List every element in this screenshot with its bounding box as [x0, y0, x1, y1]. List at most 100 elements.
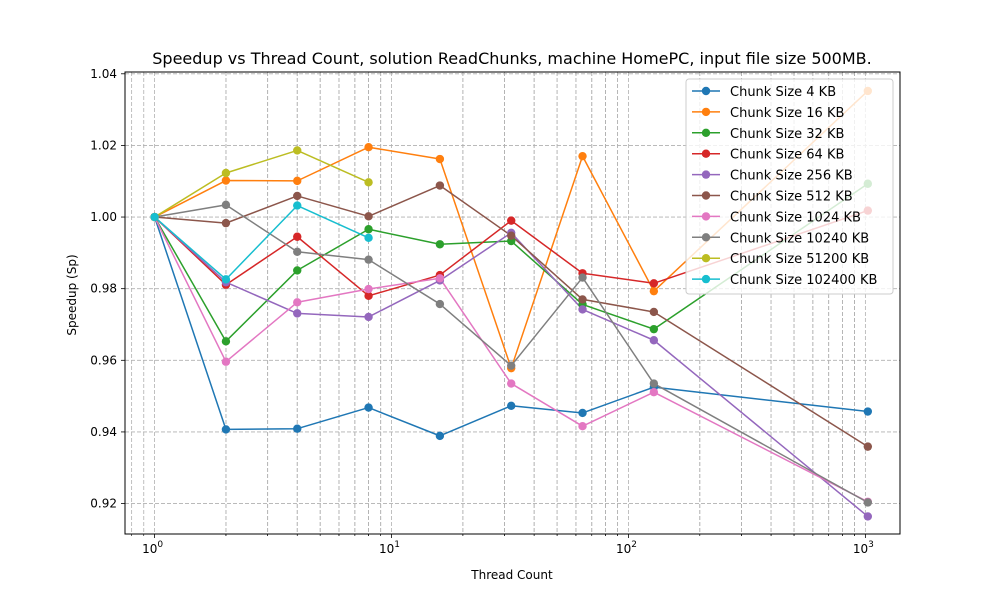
y-tick-label: 0.92 [90, 497, 117, 511]
data-point [221, 176, 231, 185]
data-point [364, 284, 373, 294]
data-point [649, 286, 659, 296]
y-tick-label: 1.02 [90, 138, 117, 152]
grid-lines [125, 72, 900, 534]
data-point [507, 216, 516, 225]
data-point [364, 233, 373, 243]
data-point [649, 387, 659, 397]
legend-label: Chunk Size 51200 KB [730, 252, 869, 267]
chart-title: Speedup vs Thread Count, solution ReadCh… [152, 49, 871, 68]
data-point [578, 422, 587, 431]
data-point [507, 379, 516, 388]
data-point [649, 324, 659, 334]
data-point [364, 291, 373, 301]
legend-label: Chunk Size 512 KB [730, 190, 853, 205]
legend: Chunk Size 4 KB Chunk Size 16 KB Chunk Siz… [685, 78, 894, 295]
legend-marker-swatch [701, 170, 711, 179]
series-markers [150, 86, 873, 521]
legend-marker-swatch [701, 149, 711, 158]
legend-marker-swatch [701, 128, 711, 137]
data-point [435, 240, 445, 249]
legend-marker-swatch [701, 191, 711, 200]
data-point [293, 232, 302, 241]
data-point [863, 498, 873, 507]
x-axis-title: Thread Count [470, 568, 553, 582]
data-point [293, 191, 302, 201]
data-point [293, 309, 302, 318]
data-point [221, 337, 231, 346]
plot-frame [124, 71, 901, 535]
y-axis-title: Speedup (Sp) [65, 254, 79, 335]
data-point [578, 151, 587, 161]
legend-marker-swatch [701, 274, 711, 284]
data-point [863, 407, 873, 416]
y-tick-label: 1.00 [90, 210, 117, 224]
data-point [507, 361, 516, 370]
data-point [507, 401, 516, 410]
data-point [649, 379, 659, 388]
x-tick-label: 102 [616, 540, 637, 556]
data-point [578, 305, 587, 314]
data-point [221, 168, 231, 178]
data-point [364, 312, 373, 322]
legend-label: Chunk Size 102400 KB [730, 273, 877, 288]
data-point [364, 178, 373, 187]
legend-label: Chunk Size 4 KB [730, 85, 836, 100]
x-tick-label: 100 [142, 540, 163, 556]
legend-label: Chunk Size 32 KB [730, 127, 844, 142]
data-point [435, 299, 445, 309]
data-point [293, 176, 302, 186]
data-point [221, 218, 231, 228]
x-tick-label: 103 [853, 540, 874, 556]
y-tick-label: 0.94 [90, 425, 117, 439]
data-point [364, 225, 373, 234]
data-point [364, 255, 373, 264]
data-point [293, 247, 302, 256]
data-point [435, 431, 445, 441]
legend-marker-swatch [701, 254, 711, 263]
data-point [649, 279, 659, 288]
legend-box [685, 78, 894, 295]
y-tick-label: 0.98 [90, 282, 117, 296]
data-point [578, 408, 587, 418]
data-point [364, 212, 373, 221]
legend-label: Chunk Size 10240 KB [730, 231, 869, 246]
data-point [293, 298, 302, 307]
data-point [863, 442, 873, 451]
data-point [364, 143, 373, 152]
data-point [578, 295, 587, 304]
data-point [649, 336, 659, 345]
data-point [293, 424, 302, 433]
series-line-10 [154, 204, 369, 281]
legend-label: Chunk Size 16 KB [730, 106, 844, 121]
legend-label: Chunk Size 64 KB [730, 148, 844, 163]
data-point [221, 275, 231, 284]
data-point [293, 201, 302, 210]
series-line-9 [154, 149, 369, 218]
y-tick-label: 1.04 [90, 67, 117, 81]
data-point [507, 231, 516, 240]
data-point [649, 307, 659, 317]
legend-marker-swatch [701, 86, 711, 96]
data-point [863, 512, 873, 521]
data-point [293, 266, 302, 275]
legend-label: Chunk Size 256 KB [730, 169, 853, 184]
data-point [221, 425, 231, 434]
data-point [221, 357, 231, 366]
axes: 100 101 102 103 0.92 0.94 0.96 0.98 1.00 1.02 1.04 [90, 67, 874, 556]
data-point [293, 146, 302, 155]
legend-marker-swatch [701, 212, 711, 221]
data-point [435, 154, 445, 164]
data-point [578, 273, 587, 282]
data-point [435, 274, 445, 283]
data-point [221, 200, 231, 210]
data-point [364, 403, 373, 412]
x-tick-label: 101 [379, 540, 400, 556]
legend-marker-swatch [701, 107, 711, 117]
legend-label: Chunk Size 1024 KB [730, 210, 861, 225]
legend-marker-swatch [701, 233, 711, 242]
y-tick-label: 0.96 [90, 353, 117, 367]
data-point [150, 212, 159, 222]
data-point [435, 181, 445, 190]
